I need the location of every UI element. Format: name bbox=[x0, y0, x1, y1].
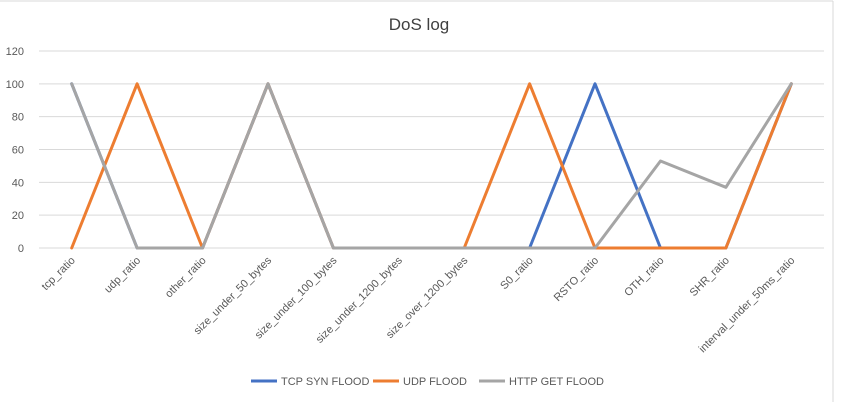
legend-label-udp-flood: UDP FLOOD bbox=[403, 376, 467, 388]
x-tick-label-other_ratio: other_ratio bbox=[163, 255, 209, 301]
y-tick-label: 100 bbox=[6, 79, 24, 91]
x-tick-label-SHR_ratio: SHR_ratio bbox=[688, 255, 732, 299]
x-axis-tick-labels: tcp_ratio udp_ratio other_ratiosize_under_… bbox=[40, 254, 798, 355]
y-tick-label: 80 bbox=[12, 112, 24, 124]
x-tick-label-RSTO_ratio: RSTO_ratio bbox=[552, 255, 601, 304]
x-tick-label-OTH_ratio: OTH_ratio bbox=[622, 255, 666, 299]
y-tick-label: 120 bbox=[6, 46, 24, 58]
legend: TCP SYN FLOOD UDP FLOOD HTTP GET FLOOD bbox=[251, 376, 604, 388]
x-tick-label-S0_ratio: S0_ratio bbox=[498, 255, 535, 292]
grid-lines bbox=[39, 50, 824, 249]
y-tick-label: 0 bbox=[18, 243, 24, 255]
chart-title: DoS log bbox=[389, 15, 449, 34]
series-line-tcp-syn-flood bbox=[70, 82, 793, 250]
legend-label-http-get-flood: HTTP GET FLOOD bbox=[509, 376, 604, 388]
series-lines bbox=[70, 82, 793, 250]
x-tick-label-udp_ratio: udp_ratio bbox=[102, 255, 143, 296]
legend-label-tcp-syn-flood: TCP SYN FLOOD bbox=[281, 376, 369, 388]
x-tick-label-tcp_ratio: tcp_ratio bbox=[40, 255, 78, 293]
y-tick-label: 40 bbox=[12, 177, 24, 189]
y-tick-label: 60 bbox=[12, 145, 24, 157]
series-line-udp-flood bbox=[70, 82, 793, 250]
series-line-http-get-flood bbox=[70, 82, 793, 250]
y-axis-tick-labels: 0 20 40 60 80 100 120 bbox=[6, 46, 24, 255]
y-tick-label: 20 bbox=[12, 210, 24, 222]
